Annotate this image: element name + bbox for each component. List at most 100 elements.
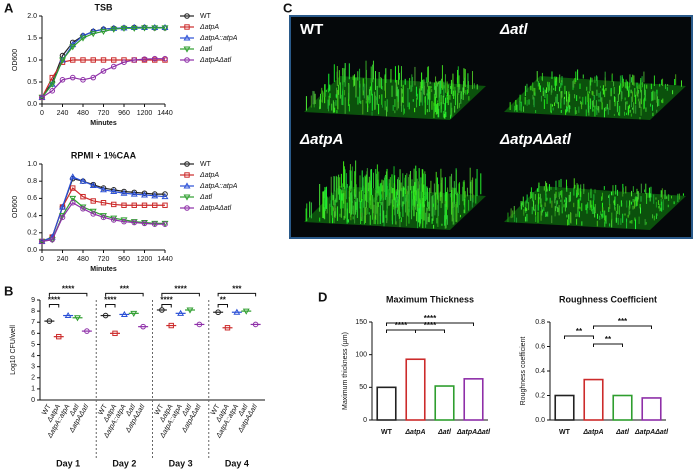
- sig-bracket: [386, 329, 416, 333]
- x-tick-label: WT: [210, 403, 222, 417]
- y-tick-label: 3: [31, 364, 35, 371]
- legend-marker: [183, 34, 191, 41]
- legend-label: ΔatpA: [199, 172, 219, 179]
- marker: [79, 177, 87, 184]
- x-tick-label: 240: [57, 110, 69, 117]
- sig-bracket: [105, 303, 116, 308]
- sig-bracket: [161, 292, 200, 297]
- panel-label: B: [4, 283, 13, 298]
- y-tick-label: 0.6: [27, 195, 37, 202]
- sig-label: ****: [48, 296, 61, 305]
- marker: [140, 323, 146, 330]
- group-label: Day 2: [112, 458, 136, 468]
- marker: [120, 310, 128, 317]
- sig-label: ***: [120, 284, 130, 293]
- bar: [376, 386, 397, 421]
- marker: [100, 186, 107, 193]
- y-tick-label: 0.4: [535, 368, 545, 375]
- legend-marker: [183, 194, 191, 201]
- legend-label: ΔatpA::atpA: [199, 35, 238, 42]
- marker: [112, 330, 118, 337]
- legend-marker: [184, 24, 190, 30]
- marker: [70, 57, 76, 63]
- marker: [162, 55, 168, 62]
- y-tick-label: 4: [31, 352, 35, 359]
- marker: [186, 307, 194, 314]
- marker: [130, 25, 138, 32]
- bar: [405, 358, 426, 421]
- x-tick-label: WT: [154, 403, 166, 417]
- x-tick-label: Δatl: [615, 429, 630, 436]
- sig-bracket: [48, 292, 88, 297]
- marker: [131, 57, 138, 63]
- legend-label: Δatl: [199, 46, 213, 53]
- chart-title: Maximum Thickness: [386, 294, 474, 304]
- marker: [130, 310, 138, 317]
- marker: [39, 238, 45, 245]
- x-tick-label: 960: [118, 256, 130, 263]
- marker: [100, 214, 107, 221]
- marker: [59, 203, 66, 210]
- series-line: [41, 201, 165, 242]
- marker: [110, 63, 117, 70]
- marker: [196, 321, 203, 328]
- x-tick-label: ΔatpA: [404, 429, 425, 436]
- marker: [120, 189, 128, 196]
- y-tick-label: 1: [31, 386, 35, 393]
- panel-label: C: [283, 0, 293, 15]
- x-tick-label: 720: [98, 110, 110, 117]
- marker: [70, 185, 76, 191]
- y-tick-label: 2: [31, 375, 35, 382]
- marker: [242, 308, 250, 315]
- x-tick-label: 0: [40, 110, 44, 117]
- marker: [252, 321, 259, 328]
- marker: [141, 202, 148, 208]
- marker: [59, 214, 66, 221]
- x-tick-label: 1200: [137, 256, 153, 263]
- image-label: Δatl: [499, 21, 528, 38]
- marker: [141, 220, 148, 227]
- y-tick-label: 0.0: [27, 247, 37, 254]
- group-label: Day 3: [169, 458, 193, 468]
- marker: [74, 315, 81, 322]
- marker: [46, 318, 53, 324]
- marker: [79, 35, 87, 42]
- marker: [161, 25, 169, 32]
- bar: [612, 394, 633, 421]
- y-tick-label: 0.5: [27, 79, 37, 86]
- marker: [162, 221, 168, 227]
- sig-label: ****: [424, 314, 437, 323]
- marker: [64, 311, 72, 319]
- legend-label: Δatl: [199, 194, 213, 201]
- y-tick-label: 0.8: [27, 178, 37, 185]
- marker: [168, 322, 174, 329]
- x-tick-label: WT: [41, 403, 53, 417]
- bar: [583, 378, 604, 421]
- marker: [224, 325, 231, 331]
- marker: [151, 25, 159, 32]
- sig-bracket: [564, 335, 594, 339]
- x-tick-label: 1200: [137, 110, 153, 117]
- legend-marker: [184, 161, 190, 167]
- x-tick-label: 720: [98, 256, 110, 263]
- sig-label: ***: [618, 317, 628, 326]
- marker: [151, 221, 158, 227]
- marker: [121, 59, 127, 66]
- legend-label: ΔatpA::atpA: [199, 183, 238, 190]
- y-tick-label: 0.2: [535, 392, 545, 399]
- marker: [131, 202, 137, 208]
- marker: [110, 217, 117, 223]
- sig-label: ****: [160, 296, 173, 305]
- marker: [80, 205, 86, 212]
- y-tick-label: 100: [355, 352, 367, 359]
- bar: [554, 394, 575, 421]
- marker: [120, 24, 128, 31]
- y-tick-label: 0: [31, 397, 35, 404]
- y-tick-label: 150: [355, 319, 367, 326]
- marker: [100, 28, 107, 36]
- marker: [69, 44, 77, 51]
- marker: [121, 202, 127, 208]
- legend-label: WT: [200, 13, 212, 20]
- marker: [110, 187, 118, 195]
- marker: [177, 309, 185, 316]
